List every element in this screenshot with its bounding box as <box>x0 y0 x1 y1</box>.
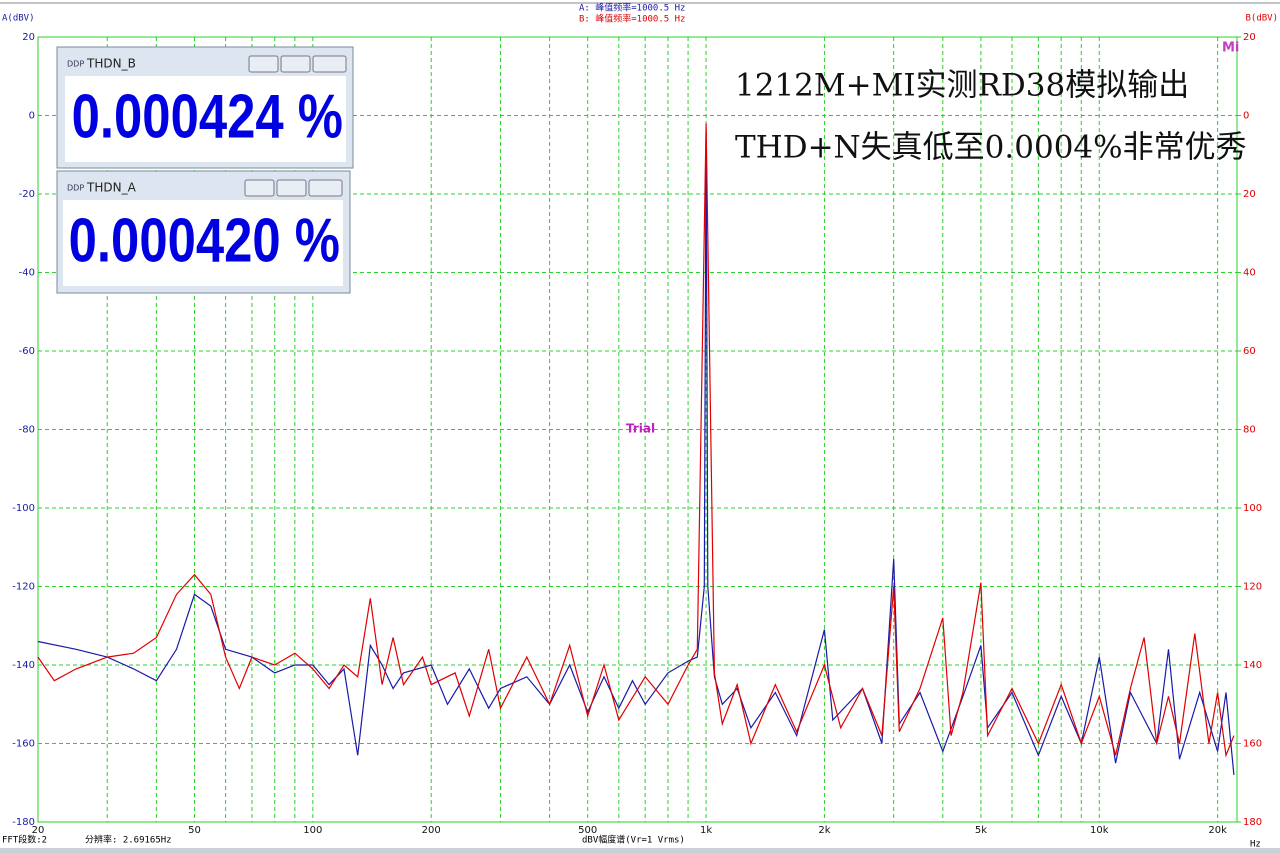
fft-segments: FFT段数:2 <box>2 834 47 846</box>
y2-tick-label: 100 <box>1243 503 1262 514</box>
window-thdn-a[interactable]: THDN_A DDP 0.000420 % <box>56 170 351 294</box>
y2-tick-label: 160 <box>1243 739 1262 750</box>
y2-tick-label: 120 <box>1243 582 1262 593</box>
x-tick-label: 1k <box>700 825 712 836</box>
y-tick-label: -120 <box>12 582 35 593</box>
thdn-value: 0.000420 % <box>69 207 340 276</box>
y-tick-label: -20 <box>19 189 35 200</box>
x-tick-label: 50 <box>188 825 201 836</box>
resolution: 分辨率: 2.69165Hz <box>85 834 172 846</box>
annotation: 1212M+MI实测RD38模拟输出 <box>735 68 1189 104</box>
x-tick-label: 20 <box>32 825 45 836</box>
window-body <box>63 200 343 286</box>
spectrum-line <box>37 131 1235 775</box>
plot-frame <box>37 36 1238 823</box>
y2-tick-label: 60 <box>1243 346 1256 357</box>
taskbar <box>0 848 1280 853</box>
spectrum-line <box>37 123 1235 758</box>
y2-tick-label: 80 <box>1243 425 1256 436</box>
right-axis-label: B(dBV) <box>1245 14 1278 24</box>
window-icon: DDP <box>67 184 84 193</box>
y2-tick-label: 20 <box>1243 32 1256 43</box>
annotation: THD+N失真低至0.0004%非常优秀 <box>735 130 1247 166</box>
y2-tick-label: 40 <box>1243 268 1256 279</box>
left-axis-label: A(dBV) <box>2 14 35 24</box>
watermark: Trial <box>626 422 655 436</box>
close-button[interactable] <box>308 179 343 197</box>
y2-tick-label: 0 <box>1243 111 1249 122</box>
window-title: THDN_B <box>86 57 136 71</box>
y-tick-label: 20 <box>22 32 35 43</box>
thdn-value: 0.000424 % <box>72 83 343 152</box>
y2-tick-label: 180 <box>1243 817 1262 828</box>
x-tick-label: 200 <box>422 825 441 836</box>
minimize-button[interactable] <box>248 55 279 73</box>
y-tick-label: -140 <box>12 660 35 671</box>
y-tick-label: 0 <box>29 111 35 122</box>
peak-b: B: 峰值频率=1000.5 Hz <box>579 13 685 25</box>
peak-a: A: 峰值频率=1000.5 Hz <box>579 2 685 14</box>
window-thdn-b[interactable]: THDN_B DDP 0.000424 % <box>56 46 354 169</box>
x-tick-label: 500 <box>578 825 597 836</box>
x-tick-label: 100 <box>303 825 322 836</box>
x-tick-label: 10k <box>1090 825 1109 836</box>
y-tick-label: -60 <box>19 346 35 357</box>
x-axis-title: dBV幅度谱(Vr=1 Vrms) <box>582 834 685 846</box>
y-tick-label: -180 <box>12 817 35 828</box>
window-title: THDN_A <box>86 181 137 195</box>
window-body <box>65 76 346 162</box>
y-tick-label: -80 <box>19 425 35 436</box>
y2-tick-label: 20 <box>1243 189 1256 200</box>
minimize-button[interactable] <box>244 179 275 197</box>
x-tick-label: 2k <box>818 825 830 836</box>
corner-label: Mi <box>1222 41 1239 56</box>
x-tick-label: 5k <box>975 825 987 836</box>
plot <box>37 123 1235 775</box>
y-tick-label: -40 <box>19 268 35 279</box>
x-tick-label: 20k <box>1208 825 1227 836</box>
maximize-button[interactable] <box>276 179 307 197</box>
y-tick-label: -160 <box>12 739 35 750</box>
close-button[interactable] <box>312 55 347 73</box>
window-icon: DDP <box>67 60 84 69</box>
y-tick-label: -100 <box>12 503 35 514</box>
y2-tick-label: 140 <box>1243 660 1262 671</box>
x-unit: Hz <box>1250 840 1261 850</box>
maximize-button[interactable] <box>280 55 311 73</box>
